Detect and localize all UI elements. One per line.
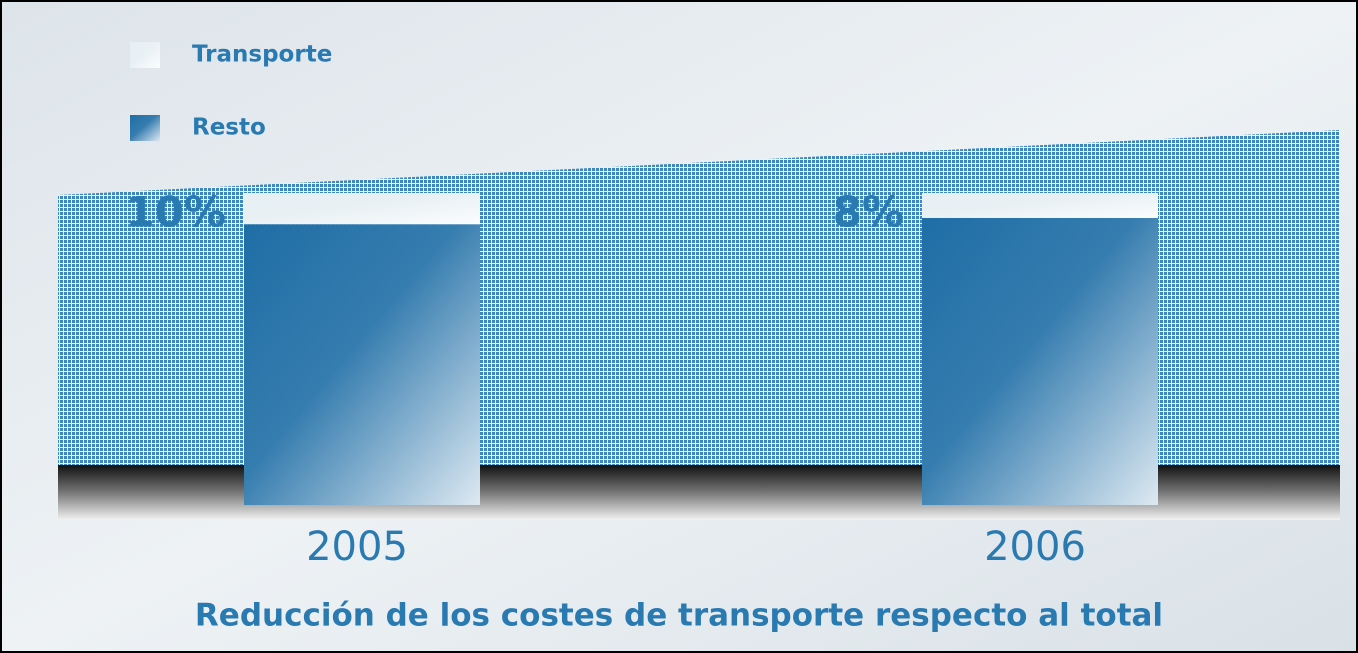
bar-shine <box>244 224 480 505</box>
bar-shine <box>244 193 480 225</box>
value-label: 10% <box>125 188 226 237</box>
bar-shine <box>922 217 1158 505</box>
legend-swatch-shine <box>130 115 160 141</box>
x-tick-label: 2005 <box>306 524 408 570</box>
legend-label: Resto <box>192 115 266 141</box>
value-label: 8% <box>833 188 904 237</box>
bar-shine <box>922 193 1158 218</box>
legend-swatch-shine <box>130 42 160 68</box>
chart-title: Reducción de los costes de transporte re… <box>195 598 1163 634</box>
legend-label: Transporte <box>192 42 332 68</box>
x-tick-label: 2006 <box>984 524 1086 570</box>
